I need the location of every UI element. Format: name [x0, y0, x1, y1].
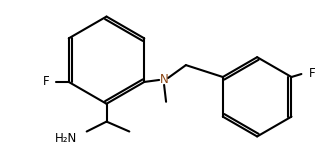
- Text: H₂N: H₂N: [54, 132, 77, 145]
- Text: F: F: [43, 75, 50, 88]
- Text: N: N: [160, 73, 169, 87]
- Text: F: F: [309, 67, 316, 79]
